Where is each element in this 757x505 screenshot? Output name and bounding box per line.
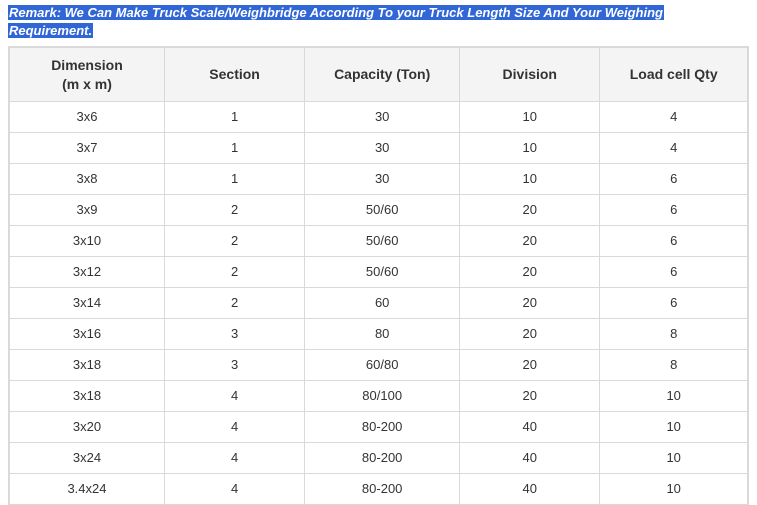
col-header-capacity: Capacity (Ton)	[305, 48, 460, 101]
table-row: 3x6130104	[10, 101, 748, 132]
table-cell: 6	[600, 163, 748, 194]
table-cell: 20	[460, 256, 600, 287]
table-cell: 3.4x24	[10, 473, 165, 504]
table-cell: 2	[164, 194, 304, 225]
table-row: 3x9250/60206	[10, 194, 748, 225]
table-cell: 30	[305, 163, 460, 194]
remark-line1: Remark: We Can Make Truck Scale/Weighbri…	[8, 5, 664, 20]
table-cell: 2	[164, 225, 304, 256]
table-cell: 40	[460, 473, 600, 504]
table-row: 3x18480/1002010	[10, 380, 748, 411]
table-cell: 3x24	[10, 442, 165, 473]
table-cell: 80-200	[305, 411, 460, 442]
table-cell: 2	[164, 256, 304, 287]
table-cell: 80-200	[305, 473, 460, 504]
table-cell: 3	[164, 349, 304, 380]
table-row: 3x16380208	[10, 318, 748, 349]
table-cell: 3x20	[10, 411, 165, 442]
table-row: 3x7130104	[10, 132, 748, 163]
table-cell: 3x18	[10, 380, 165, 411]
col-header-text: Dimension	[51, 57, 123, 73]
table-cell: 3x9	[10, 194, 165, 225]
table-cell: 6	[600, 256, 748, 287]
col-header-text: Division	[503, 66, 557, 82]
table-cell: 4	[164, 380, 304, 411]
table-cell: 20	[460, 349, 600, 380]
table-cell: 50/60	[305, 225, 460, 256]
remark-line2: Requirement.	[8, 23, 93, 38]
table-cell: 8	[600, 349, 748, 380]
table-cell: 2	[164, 287, 304, 318]
table-cell: 3	[164, 318, 304, 349]
table-row: 3x8130106	[10, 163, 748, 194]
table-header: Dimension (m x m) Section Capacity (Ton)…	[10, 48, 748, 101]
table-row: 3x14260206	[10, 287, 748, 318]
table-cell: 4	[600, 101, 748, 132]
remark-text: Remark: We Can Make Truck Scale/Weighbri…	[8, 4, 749, 40]
table-cell: 3x12	[10, 256, 165, 287]
table-cell: 3x18	[10, 349, 165, 380]
table-cell: 3x10	[10, 225, 165, 256]
table-cell: 3x6	[10, 101, 165, 132]
table-cell: 60/80	[305, 349, 460, 380]
table-row: 3x12250/60206	[10, 256, 748, 287]
table-cell: 1	[164, 101, 304, 132]
col-header-section: Section	[164, 48, 304, 101]
table-cell: 1	[164, 132, 304, 163]
table-cell: 20	[460, 380, 600, 411]
col-header-division: Division	[460, 48, 600, 101]
table-row: 3x20480-2004010	[10, 411, 748, 442]
table-cell: 4	[600, 132, 748, 163]
table-cell: 20	[460, 318, 600, 349]
col-header-loadcell: Load cell Qty	[600, 48, 748, 101]
table-cell: 10	[600, 442, 748, 473]
table-cell: 80	[305, 318, 460, 349]
table-cell: 4	[164, 473, 304, 504]
table-cell: 40	[460, 411, 600, 442]
table-cell: 50/60	[305, 256, 460, 287]
table-row: 3.4x24480-2004010	[10, 473, 748, 504]
table-cell: 30	[305, 101, 460, 132]
table-row: 3x18360/80208	[10, 349, 748, 380]
table-cell: 10	[460, 163, 600, 194]
table-cell: 40	[460, 442, 600, 473]
spec-table-container: Dimension (m x m) Section Capacity (Ton)…	[8, 46, 749, 504]
table-body: 3x61301043x71301043x81301063x9250/602063…	[10, 101, 748, 504]
table-cell: 3x14	[10, 287, 165, 318]
spec-table: Dimension (m x m) Section Capacity (Ton)…	[9, 47, 748, 504]
table-cell: 4	[164, 411, 304, 442]
table-cell: 20	[460, 287, 600, 318]
table-cell: 3x8	[10, 163, 165, 194]
table-cell: 20	[460, 225, 600, 256]
table-cell: 80-200	[305, 442, 460, 473]
table-row: 3x10250/60206	[10, 225, 748, 256]
col-header-text: Load cell Qty	[630, 66, 718, 82]
table-cell: 8	[600, 318, 748, 349]
col-header-text: Capacity (Ton)	[334, 66, 430, 82]
table-cell: 4	[164, 442, 304, 473]
table-cell: 6	[600, 225, 748, 256]
table-cell: 10	[600, 473, 748, 504]
table-cell: 60	[305, 287, 460, 318]
table-cell: 3x7	[10, 132, 165, 163]
table-cell: 30	[305, 132, 460, 163]
col-header-dimension: Dimension (m x m)	[10, 48, 165, 101]
col-header-sub: (m x m)	[62, 76, 112, 92]
table-cell: 1	[164, 163, 304, 194]
table-cell: 10	[600, 380, 748, 411]
table-row: 3x24480-2004010	[10, 442, 748, 473]
table-cell: 10	[600, 411, 748, 442]
table-cell: 50/60	[305, 194, 460, 225]
table-cell: 10	[460, 101, 600, 132]
table-cell: 6	[600, 194, 748, 225]
table-cell: 3x16	[10, 318, 165, 349]
table-cell: 20	[460, 194, 600, 225]
table-cell: 10	[460, 132, 600, 163]
table-cell: 80/100	[305, 380, 460, 411]
col-header-text: Section	[209, 66, 260, 82]
table-cell: 6	[600, 287, 748, 318]
